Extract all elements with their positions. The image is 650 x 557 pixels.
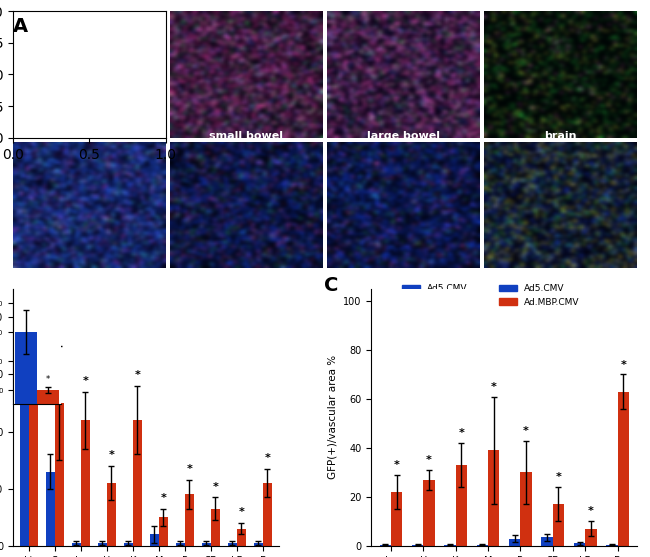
Title: large bowel: large bowel — [367, 131, 440, 141]
Text: *: * — [265, 453, 270, 463]
Text: *: * — [187, 465, 192, 475]
Y-axis label: GFP(+)/vascular area %: GFP(+)/vascular area % — [328, 355, 338, 480]
Title: small bowel: small bowel — [209, 131, 283, 141]
Bar — [552, 504, 564, 546]
Bar — [585, 529, 597, 546]
Title: kidney: kidney — [383, 1, 424, 11]
Bar — [46, 472, 55, 546]
Legend: Ad5.CMV, Ad.MBP.CMV: Ad5.CMV, Ad.MBP.CMV — [495, 280, 584, 310]
Bar — [133, 420, 142, 546]
Bar — [185, 495, 194, 546]
Text: *: * — [239, 507, 244, 517]
Text: *: * — [588, 506, 594, 516]
Text: C: C — [324, 276, 338, 295]
Bar — [254, 543, 263, 546]
Bar — [456, 465, 467, 546]
Text: *: * — [83, 376, 88, 386]
Bar — [541, 538, 552, 546]
Bar — [380, 545, 391, 546]
Bar — [55, 403, 64, 546]
Bar — [606, 545, 618, 546]
Text: *: * — [523, 426, 529, 436]
Bar — [574, 544, 585, 546]
Bar — [107, 483, 116, 546]
Bar — [98, 543, 107, 546]
Bar — [423, 480, 435, 546]
Bar — [263, 483, 272, 546]
Bar — [211, 509, 220, 546]
Text: *: * — [135, 370, 140, 380]
Legend: Ad5.CMV, Ad.MBP.CMV: Ad5.CMV, Ad.MBP.CMV — [398, 280, 486, 310]
Bar — [159, 517, 168, 546]
Title: muscle: muscle — [539, 1, 582, 11]
Text: *: * — [491, 382, 497, 392]
Title: heart: heart — [229, 1, 263, 11]
Bar — [72, 543, 81, 546]
Bar — [237, 529, 246, 546]
Text: A: A — [13, 17, 28, 36]
Title: brain: brain — [545, 131, 577, 141]
Title: pancreas: pancreas — [61, 131, 118, 141]
Bar — [81, 420, 90, 546]
Bar — [509, 539, 521, 546]
Bar — [445, 545, 456, 546]
Bar — [29, 311, 38, 546]
Bar — [488, 451, 499, 546]
Text: *: * — [161, 493, 166, 503]
Bar — [521, 472, 532, 546]
Bar — [202, 543, 211, 546]
Text: *: * — [109, 450, 114, 460]
Text: *: * — [213, 482, 218, 492]
Bar — [20, 311, 29, 546]
Bar — [150, 534, 159, 546]
Title: lung: lung — [75, 1, 103, 11]
Bar — [124, 543, 133, 546]
Bar — [176, 543, 185, 546]
Bar — [391, 492, 402, 546]
Bar — [618, 392, 629, 546]
Text: *: * — [394, 460, 400, 470]
Bar — [412, 545, 423, 546]
Text: *: * — [556, 472, 562, 482]
Bar — [227, 543, 237, 546]
Text: *: * — [458, 428, 464, 438]
Bar — [476, 545, 488, 546]
Text: *: * — [426, 455, 432, 465]
Text: *: * — [620, 360, 626, 370]
